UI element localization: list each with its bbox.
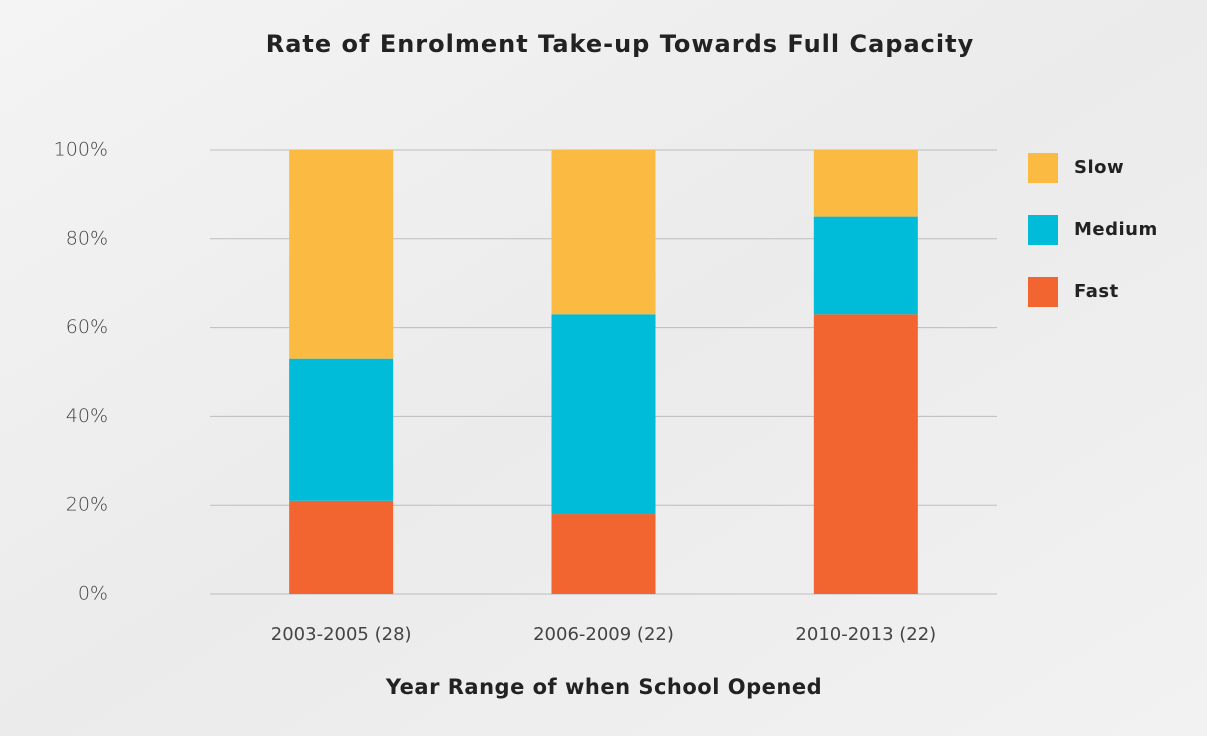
- bar-segment: [813, 216, 918, 315]
- bar-segment: [551, 514, 656, 594]
- x-tick-label: 2006-2009 (22): [533, 624, 674, 645]
- y-tick-label: 80%: [66, 227, 108, 249]
- legend-swatch: [1028, 277, 1058, 307]
- legend-label: Slow: [1074, 157, 1124, 178]
- y-tick-label: 40%: [66, 405, 108, 427]
- x-tick-label: 2003-2005 (28): [271, 624, 412, 645]
- legend-label: Fast: [1074, 281, 1119, 302]
- x-tick-label: 2010-2013 (22): [795, 624, 936, 645]
- legend-swatch: [1028, 153, 1058, 183]
- chart-title: Rate of Enrolment Take-up Towards Full C…: [266, 30, 975, 58]
- y-tick-label: 60%: [66, 316, 108, 338]
- bar-segment: [551, 314, 656, 515]
- y-tick-label: 100%: [54, 139, 108, 161]
- bar-segment: [813, 150, 918, 217]
- bar-segment: [551, 150, 656, 315]
- bar-segment: [289, 150, 394, 359]
- x-axis-title: Year Range of when School Opened: [385, 675, 822, 699]
- legend-label: Medium: [1074, 219, 1158, 240]
- y-tick-label: 0%: [78, 583, 108, 605]
- bar-segment: [289, 358, 394, 501]
- legend-swatch: [1028, 215, 1058, 245]
- bar-segment: [813, 314, 918, 594]
- y-tick-label: 20%: [66, 494, 108, 516]
- bar-segment: [289, 500, 394, 594]
